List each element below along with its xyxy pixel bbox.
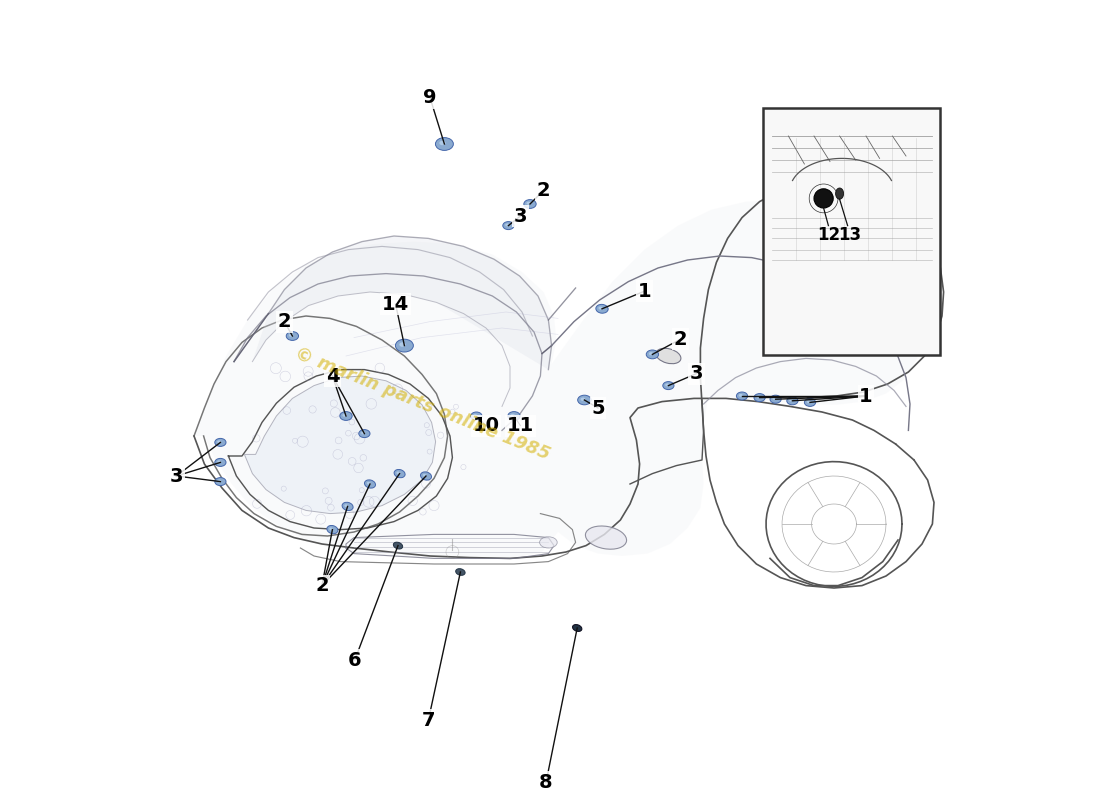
Ellipse shape bbox=[420, 472, 431, 480]
Ellipse shape bbox=[527, 202, 531, 205]
Ellipse shape bbox=[217, 479, 221, 482]
Ellipse shape bbox=[836, 188, 844, 199]
Ellipse shape bbox=[394, 542, 403, 549]
Ellipse shape bbox=[471, 412, 482, 420]
Ellipse shape bbox=[656, 348, 681, 364]
Ellipse shape bbox=[804, 398, 815, 406]
Ellipse shape bbox=[399, 342, 406, 347]
Ellipse shape bbox=[806, 400, 811, 403]
Ellipse shape bbox=[663, 382, 674, 390]
Circle shape bbox=[814, 189, 833, 208]
Ellipse shape bbox=[754, 394, 766, 402]
Ellipse shape bbox=[214, 458, 225, 466]
Ellipse shape bbox=[581, 398, 585, 401]
Ellipse shape bbox=[396, 471, 400, 474]
Ellipse shape bbox=[585, 526, 627, 550]
Text: 3: 3 bbox=[514, 206, 527, 226]
Ellipse shape bbox=[422, 474, 427, 477]
Text: 2: 2 bbox=[277, 312, 292, 331]
Ellipse shape bbox=[739, 394, 742, 397]
Ellipse shape bbox=[455, 569, 465, 575]
Text: © marlin parts online 1985: © marlin parts online 1985 bbox=[292, 344, 552, 464]
Ellipse shape bbox=[649, 352, 653, 355]
Polygon shape bbox=[252, 236, 551, 370]
Text: 9: 9 bbox=[424, 88, 437, 107]
Ellipse shape bbox=[366, 482, 371, 485]
Ellipse shape bbox=[510, 414, 515, 417]
Ellipse shape bbox=[666, 383, 669, 386]
Ellipse shape bbox=[772, 397, 777, 400]
Ellipse shape bbox=[524, 199, 536, 208]
Ellipse shape bbox=[286, 332, 298, 341]
Ellipse shape bbox=[342, 502, 353, 510]
Ellipse shape bbox=[361, 431, 365, 434]
Ellipse shape bbox=[342, 414, 346, 417]
Ellipse shape bbox=[217, 460, 221, 463]
Ellipse shape bbox=[540, 537, 558, 548]
Polygon shape bbox=[194, 200, 926, 558]
Ellipse shape bbox=[340, 411, 352, 421]
Ellipse shape bbox=[217, 440, 221, 443]
Text: 10: 10 bbox=[473, 416, 499, 435]
Ellipse shape bbox=[505, 223, 509, 226]
Text: 3: 3 bbox=[690, 364, 703, 383]
Text: 5: 5 bbox=[591, 398, 605, 418]
Ellipse shape bbox=[598, 306, 603, 310]
Text: 1: 1 bbox=[859, 386, 872, 406]
Ellipse shape bbox=[344, 504, 349, 507]
Ellipse shape bbox=[214, 478, 225, 486]
Ellipse shape bbox=[786, 397, 798, 405]
Ellipse shape bbox=[329, 527, 333, 530]
Ellipse shape bbox=[395, 339, 414, 352]
Text: 4: 4 bbox=[326, 366, 339, 386]
Ellipse shape bbox=[508, 411, 520, 421]
Ellipse shape bbox=[596, 304, 608, 314]
Text: 13: 13 bbox=[838, 226, 861, 244]
Text: 2: 2 bbox=[537, 181, 550, 200]
Ellipse shape bbox=[646, 350, 659, 358]
Text: 14: 14 bbox=[382, 294, 409, 314]
Ellipse shape bbox=[359, 430, 370, 438]
Ellipse shape bbox=[394, 470, 405, 478]
Text: 6: 6 bbox=[348, 650, 362, 670]
Ellipse shape bbox=[473, 414, 477, 417]
Ellipse shape bbox=[578, 395, 591, 405]
Ellipse shape bbox=[757, 395, 760, 398]
Ellipse shape bbox=[770, 395, 781, 403]
Ellipse shape bbox=[573, 625, 582, 631]
Ellipse shape bbox=[289, 334, 294, 337]
Ellipse shape bbox=[327, 526, 338, 534]
Text: 3: 3 bbox=[169, 466, 183, 486]
Ellipse shape bbox=[436, 138, 453, 150]
Ellipse shape bbox=[214, 438, 225, 446]
Ellipse shape bbox=[736, 392, 748, 400]
Text: 12: 12 bbox=[817, 226, 840, 244]
Ellipse shape bbox=[789, 398, 793, 402]
Text: 11: 11 bbox=[507, 416, 534, 435]
FancyBboxPatch shape bbox=[762, 108, 940, 355]
Text: 1: 1 bbox=[638, 282, 651, 301]
Ellipse shape bbox=[503, 222, 514, 230]
Text: 2: 2 bbox=[316, 576, 329, 595]
Ellipse shape bbox=[364, 480, 375, 488]
Text: 8: 8 bbox=[539, 773, 553, 792]
Text: 7: 7 bbox=[421, 710, 436, 730]
Ellipse shape bbox=[439, 141, 446, 146]
Text: 2: 2 bbox=[673, 330, 688, 349]
Polygon shape bbox=[244, 376, 436, 514]
